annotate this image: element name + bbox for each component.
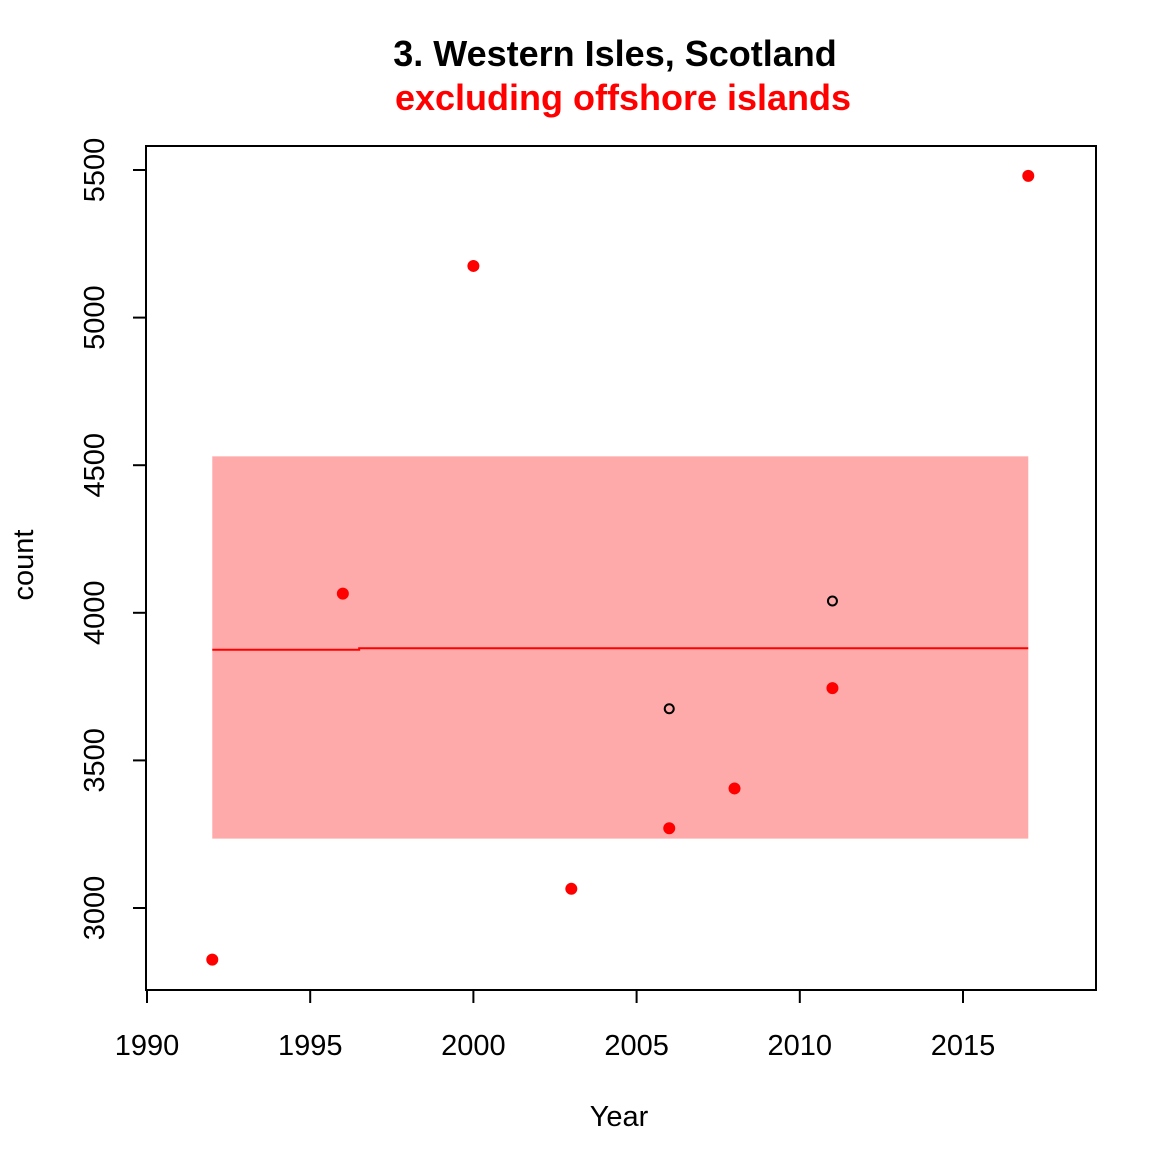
x-tick-label-2010: 2010 (768, 1030, 833, 1062)
data-point-0-1 (336, 587, 349, 600)
y-tick-label-4000: 4000 (79, 581, 111, 646)
data-point-0-0 (206, 953, 219, 966)
data-point-0-5 (728, 782, 741, 795)
x-tick-label-2000: 2000 (441, 1030, 506, 1062)
y-tick-label-3000: 3000 (79, 876, 111, 941)
x-tick-label-1990: 1990 (115, 1030, 180, 1062)
data-point-0-4 (663, 822, 676, 835)
x-tick-label-1995: 1995 (278, 1030, 343, 1062)
open-data-point-1-0 (663, 703, 675, 715)
x-axis-title: Year (590, 1101, 649, 1133)
x-tick-label-2015: 2015 (931, 1030, 996, 1062)
y-tick-label-5500: 5500 (79, 138, 111, 203)
data-point-0-7 (1022, 169, 1035, 182)
data-point-0-2 (467, 259, 480, 272)
data-point-0-3 (565, 882, 578, 895)
trend-line (212, 647, 1029, 651)
chart-subtitle: excluding offshore islands (395, 77, 851, 118)
y-tick-label-5000: 5000 (79, 285, 111, 350)
y-axis-title: count (8, 530, 40, 601)
data-point-0-6 (826, 682, 839, 695)
data-points-layer (206, 169, 1035, 966)
y-tick-label-3500: 3500 (79, 728, 111, 793)
x-axis: 1990 1995 2000 2005 2010 2015 (115, 989, 996, 1062)
chart-title: 3. Western Isles, Scotland (393, 33, 837, 74)
y-tick-label-4500: 4500 (79, 433, 111, 498)
y-axis: 3000 3500 4000 4500 5000 5500 (79, 138, 147, 941)
trend-line-layer (212, 647, 1029, 651)
open-data-point-1-1 (826, 595, 838, 607)
x-tick-label-2005: 2005 (604, 1030, 669, 1062)
